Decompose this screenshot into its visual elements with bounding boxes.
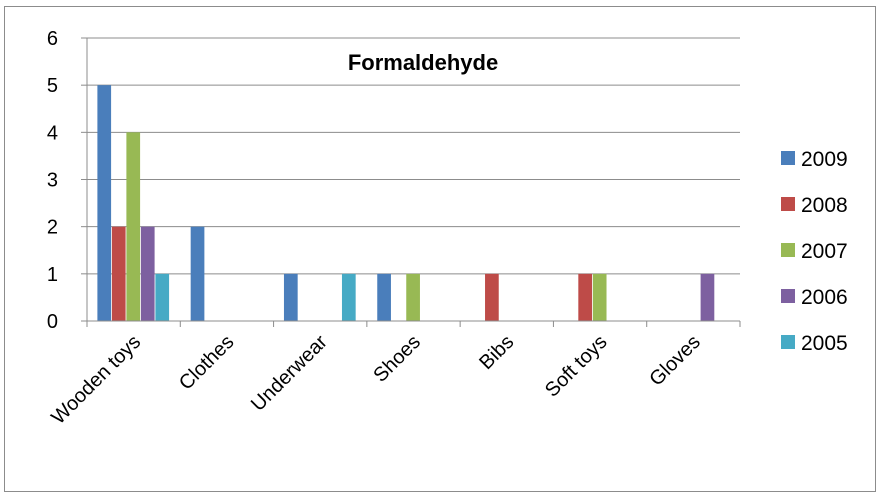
bar xyxy=(140,226,155,321)
x-category-label: Underwear xyxy=(247,331,332,416)
x-category-label: Shoes xyxy=(369,331,425,387)
legend-label: 2009 xyxy=(801,148,848,171)
legend-swatch xyxy=(781,197,795,211)
bar xyxy=(377,273,391,321)
y-tick-labels: 0 1 2 3 4 5 6 xyxy=(47,28,58,333)
bar xyxy=(406,273,420,321)
bar xyxy=(97,85,112,322)
bar xyxy=(283,273,298,321)
legend-swatch xyxy=(781,243,795,257)
x-category-label: Gloves xyxy=(645,331,705,391)
bar xyxy=(578,273,593,321)
bar xyxy=(341,273,356,321)
legend-label: 2007 xyxy=(801,240,848,263)
y-tick-label: 3 xyxy=(47,170,58,192)
axes xyxy=(81,37,741,327)
legend-label: 2008 xyxy=(801,194,848,217)
y-tick-label: 5 xyxy=(47,75,58,97)
bar xyxy=(592,273,607,321)
x-category-label: Wooden toys xyxy=(47,331,145,429)
bar xyxy=(485,273,499,321)
bar xyxy=(111,226,126,321)
x-category-label: Clothes xyxy=(175,331,239,395)
legend-swatch xyxy=(781,335,795,349)
legend: 2009 2008 2007 2006 2005 xyxy=(781,148,848,355)
y-tick-label: 2 xyxy=(47,217,58,239)
chart-title: Formaldehyde xyxy=(348,50,498,75)
bar xyxy=(126,132,141,321)
y-tick-label: 1 xyxy=(47,264,58,286)
y-tick-label: 0 xyxy=(47,311,58,333)
y-tick-label: 4 xyxy=(47,122,58,144)
bar xyxy=(155,273,170,321)
x-category-label: Soft toys xyxy=(541,331,612,402)
y-tick-label: 6 xyxy=(47,28,58,50)
bars xyxy=(97,85,715,322)
legend-swatch xyxy=(781,151,795,165)
legend-label: 2006 xyxy=(801,286,848,309)
x-tick-labels: Wooden toys Clothes Underwear Shoes Bibs Soft… xyxy=(47,331,705,429)
legend-label: 2005 xyxy=(801,332,848,355)
bar xyxy=(700,273,715,321)
x-category-label: Bibs xyxy=(475,331,518,374)
legend-swatch xyxy=(781,289,795,303)
bar xyxy=(190,226,205,321)
